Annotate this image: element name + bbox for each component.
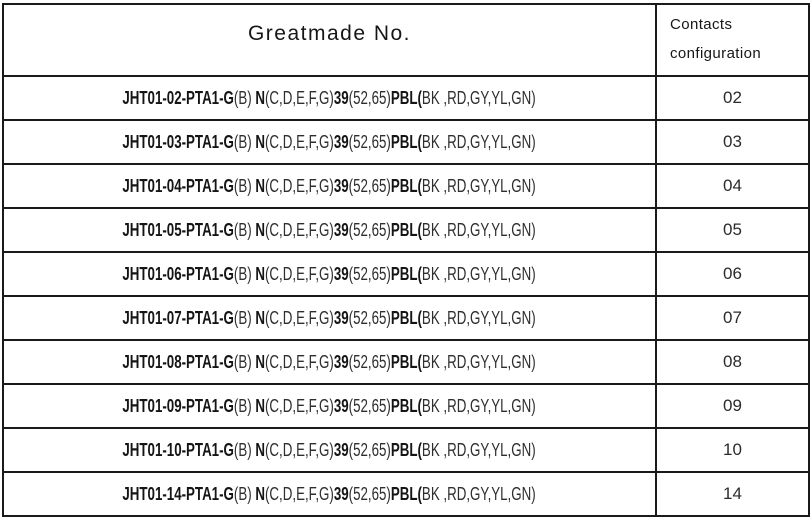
contacts-count-cell: 07 (655, 295, 810, 341)
part-number: JHT01-03-PTA1-G(B) N(C,D,E,F,G)39(52,65)… (122, 131, 537, 152)
part-number-cell: JHT01-07-PTA1-G(B) N(C,D,E,F,G)39(52,65)… (2, 295, 657, 341)
part-number: JHT01-09-PTA1-G(B) N(C,D,E,F,G)39(52,65)… (122, 395, 537, 416)
part-number-cell: JHT01-02-PTA1-G(B) N(C,D,E,F,G)39(52,65)… (2, 75, 657, 121)
table-row: JHT01-14-PTA1-G(B) N(C,D,E,F,G)39(52,65)… (2, 471, 810, 517)
table-row: JHT01-07-PTA1-G(B) N(C,D,E,F,G)39(52,65)… (2, 295, 810, 341)
contacts-count-cell: 14 (655, 471, 810, 517)
greatmade-no-label: Greatmade No. (247, 22, 412, 45)
header-row: Greatmade No. Contacts configuration (2, 3, 810, 77)
part-number-cell: JHT01-04-PTA1-G(B) N(C,D,E,F,G)39(52,65)… (2, 163, 657, 209)
contacts-count-cell: 02 (655, 75, 810, 121)
contacts-count-cell: 04 (655, 163, 810, 209)
contacts-count-cell: 09 (655, 383, 810, 429)
header-contacts-configuration: Contacts configuration (655, 3, 810, 77)
part-number-cell: JHT01-09-PTA1-G(B) N(C,D,E,F,G)39(52,65)… (2, 383, 657, 429)
part-number: JHT01-07-PTA1-G(B) N(C,D,E,F,G)39(52,65)… (122, 307, 537, 328)
parts-table: Greatmade No. Contacts configuration JHT… (2, 3, 810, 517)
table-row: JHT01-10-PTA1-G(B) N(C,D,E,F,G)39(52,65)… (2, 427, 810, 473)
contacts-label-line2: configuration (670, 45, 762, 62)
part-number: JHT01-06-PTA1-G(B) N(C,D,E,F,G)39(52,65)… (122, 263, 537, 284)
table-row: JHT01-09-PTA1-G(B) N(C,D,E,F,G)39(52,65)… (2, 383, 810, 429)
part-number: JHT01-14-PTA1-G(B) N(C,D,E,F,G)39(52,65)… (122, 483, 537, 504)
part-number: JHT01-02-PTA1-G(B) N(C,D,E,F,G)39(52,65)… (122, 87, 537, 108)
part-number: JHT01-04-PTA1-G(B) N(C,D,E,F,G)39(52,65)… (122, 175, 537, 196)
part-number: JHT01-05-PTA1-G(B) N(C,D,E,F,G)39(52,65)… (122, 219, 537, 240)
part-number-cell: JHT01-08-PTA1-G(B) N(C,D,E,F,G)39(52,65)… (2, 339, 657, 385)
contacts-count-cell: 05 (655, 207, 810, 253)
table-row: JHT01-05-PTA1-G(B) N(C,D,E,F,G)39(52,65)… (2, 207, 810, 253)
part-number-cell: JHT01-14-PTA1-G(B) N(C,D,E,F,G)39(52,65)… (2, 471, 657, 517)
part-number-cell: JHT01-10-PTA1-G(B) N(C,D,E,F,G)39(52,65)… (2, 427, 657, 473)
table-row: JHT01-02-PTA1-G(B) N(C,D,E,F,G)39(52,65)… (2, 75, 810, 121)
part-number: JHT01-10-PTA1-G(B) N(C,D,E,F,G)39(52,65)… (122, 439, 537, 460)
table-row: JHT01-06-PTA1-G(B) N(C,D,E,F,G)39(52,65)… (2, 251, 810, 297)
header-greatmade-no: Greatmade No. (2, 3, 657, 77)
table-row: JHT01-04-PTA1-G(B) N(C,D,E,F,G)39(52,65)… (2, 163, 810, 209)
table-row: JHT01-03-PTA1-G(B) N(C,D,E,F,G)39(52,65)… (2, 119, 810, 165)
contacts-count-cell: 08 (655, 339, 810, 385)
contacts-count-cell: 10 (655, 427, 810, 473)
table-row: JHT01-08-PTA1-G(B) N(C,D,E,F,G)39(52,65)… (2, 339, 810, 385)
part-number-cell: JHT01-05-PTA1-G(B) N(C,D,E,F,G)39(52,65)… (2, 207, 657, 253)
contacts-count-cell: 06 (655, 251, 810, 297)
contacts-label-line1: Contacts (670, 16, 733, 33)
part-number-cell: JHT01-03-PTA1-G(B) N(C,D,E,F,G)39(52,65)… (2, 119, 657, 165)
table-body: JHT01-02-PTA1-G(B) N(C,D,E,F,G)39(52,65)… (2, 75, 810, 517)
contacts-count-cell: 03 (655, 119, 810, 165)
part-number-cell: JHT01-06-PTA1-G(B) N(C,D,E,F,G)39(52,65)… (2, 251, 657, 297)
part-number: JHT01-08-PTA1-G(B) N(C,D,E,F,G)39(52,65)… (122, 351, 537, 372)
